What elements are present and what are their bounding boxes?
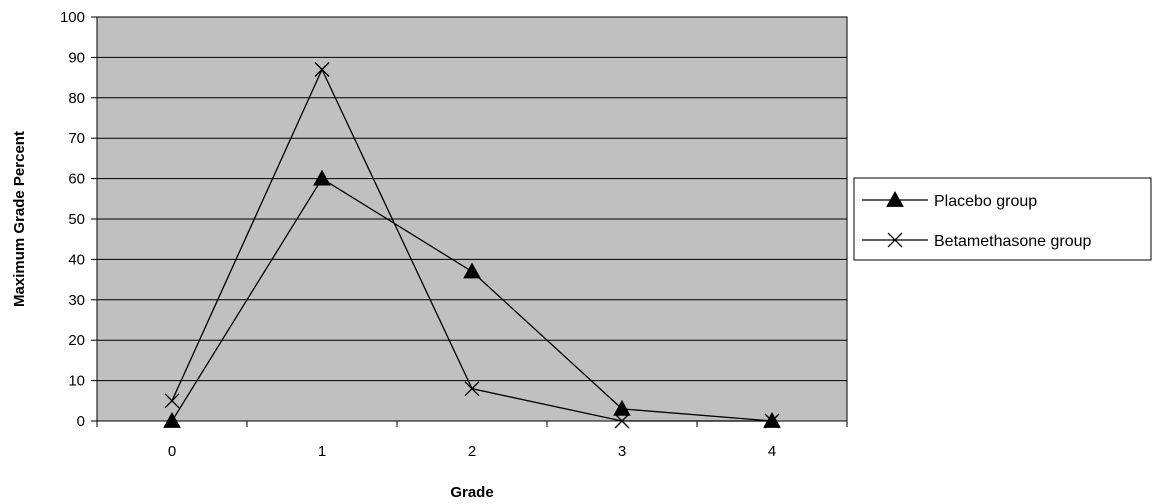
legend-box	[853, 177, 1152, 261]
y-tick-label: 30	[68, 292, 85, 309]
y-tick-label: 90	[68, 49, 85, 66]
series-0	[163, 169, 781, 428]
data-point	[163, 411, 181, 428]
y-tick-label: 100	[60, 9, 85, 26]
y-tick-labels: 0 10 20 30 40 50 60 70 80 90 100	[60, 9, 85, 430]
data-point	[314, 62, 330, 77]
y-tick-label: 0	[77, 413, 85, 430]
legend-label: Betamethasone group	[934, 233, 1092, 250]
series-1	[164, 62, 780, 429]
marker-stroke	[314, 62, 330, 77]
y-axis-title: Maximum Grade Percent	[11, 131, 28, 307]
y-tick-label: 60	[68, 171, 85, 188]
series	[163, 62, 781, 429]
marker-stroke	[164, 393, 180, 409]
marker-stroke	[464, 381, 480, 397]
x-tick-labels: 0 1 2 3 4	[168, 443, 776, 460]
x-tick-label: 3	[618, 443, 626, 460]
legend-item: Placebo group	[862, 190, 1037, 210]
y-tick-label: 20	[68, 332, 85, 349]
x-tick-label: 2	[468, 443, 476, 460]
y-tick-label: 40	[68, 251, 85, 268]
x-axis-title: Grade	[450, 484, 493, 501]
y-tick-label: 80	[68, 90, 85, 107]
data-point	[464, 381, 480, 397]
marker-stroke	[764, 413, 780, 429]
y-tick-label: 50	[68, 211, 85, 228]
x-tick-label: 1	[318, 443, 326, 460]
x-tick-label: 0	[168, 443, 176, 460]
data-point	[164, 393, 180, 409]
data-point	[313, 169, 331, 186]
x-tick-label: 4	[768, 443, 776, 460]
data-point	[463, 262, 481, 279]
y-tick-label: 10	[68, 373, 85, 390]
legend: Placebo group Betamethasone group	[853, 177, 1152, 261]
data-point	[613, 399, 631, 416]
data-point	[614, 413, 630, 429]
legend-marker	[886, 190, 904, 207]
y-tick-label: 70	[68, 130, 85, 147]
marker-stroke	[887, 232, 903, 248]
legend-marker	[887, 232, 903, 248]
marker-stroke	[614, 413, 630, 429]
legend-label: Placebo group	[934, 193, 1037, 210]
data-point	[764, 413, 780, 429]
legend-items: Placebo group Betamethasone group	[862, 190, 1092, 250]
legend-item: Betamethasone group	[862, 232, 1092, 250]
